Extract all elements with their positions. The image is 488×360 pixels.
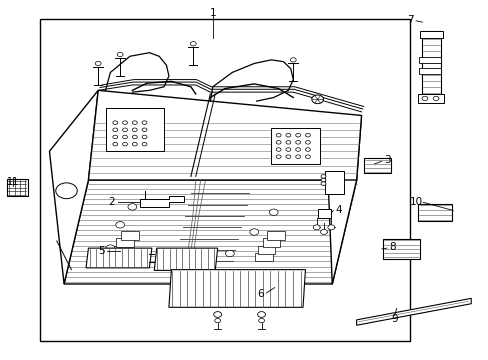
Circle shape xyxy=(190,41,196,46)
Circle shape xyxy=(321,178,325,182)
Text: 5: 5 xyxy=(98,246,105,256)
Circle shape xyxy=(285,134,290,137)
Text: 1: 1 xyxy=(209,8,216,18)
Circle shape xyxy=(132,121,137,125)
Circle shape xyxy=(142,142,147,146)
Circle shape xyxy=(225,250,234,257)
Bar xyxy=(7,179,27,197)
Circle shape xyxy=(305,155,310,158)
Circle shape xyxy=(321,182,325,185)
Circle shape xyxy=(285,140,290,144)
Circle shape xyxy=(132,135,137,139)
Circle shape xyxy=(95,61,101,66)
Bar xyxy=(422,31,440,101)
Circle shape xyxy=(117,52,123,57)
Bar xyxy=(418,68,440,74)
Circle shape xyxy=(113,128,118,132)
Bar xyxy=(104,253,122,261)
Text: 11: 11 xyxy=(7,177,19,187)
Bar xyxy=(363,158,390,173)
Circle shape xyxy=(269,209,278,216)
Bar xyxy=(325,171,344,194)
Bar xyxy=(267,231,285,240)
Circle shape xyxy=(295,148,300,151)
Circle shape xyxy=(276,134,281,137)
Circle shape xyxy=(106,245,115,251)
Polygon shape xyxy=(327,116,361,284)
Circle shape xyxy=(214,319,220,323)
Bar xyxy=(417,94,444,103)
Text: 10: 10 xyxy=(409,197,422,207)
Bar xyxy=(40,19,409,341)
Circle shape xyxy=(122,128,127,132)
Bar xyxy=(317,209,330,218)
Circle shape xyxy=(432,96,438,100)
Circle shape xyxy=(122,142,127,146)
Circle shape xyxy=(113,142,118,146)
Circle shape xyxy=(320,229,327,234)
Circle shape xyxy=(122,135,127,139)
Circle shape xyxy=(249,229,258,235)
Circle shape xyxy=(56,183,77,199)
Bar xyxy=(419,31,443,39)
Circle shape xyxy=(313,225,320,230)
Bar xyxy=(121,231,139,240)
Circle shape xyxy=(122,121,127,125)
Circle shape xyxy=(290,58,296,62)
Circle shape xyxy=(257,312,265,318)
Circle shape xyxy=(142,121,147,125)
Circle shape xyxy=(295,134,300,137)
Circle shape xyxy=(285,148,290,151)
Circle shape xyxy=(305,148,310,151)
Circle shape xyxy=(128,204,137,210)
Text: 3: 3 xyxy=(383,155,390,165)
Circle shape xyxy=(421,96,427,100)
Circle shape xyxy=(276,140,281,144)
Text: 6: 6 xyxy=(257,289,264,299)
Text: 4: 4 xyxy=(335,206,342,216)
Polygon shape xyxy=(49,90,98,284)
Circle shape xyxy=(113,121,118,125)
Circle shape xyxy=(327,225,334,230)
Circle shape xyxy=(258,319,264,323)
Bar xyxy=(257,246,275,254)
Circle shape xyxy=(276,148,281,151)
Text: 2: 2 xyxy=(108,197,115,207)
Circle shape xyxy=(132,142,137,146)
Text: 9: 9 xyxy=(390,314,397,324)
Circle shape xyxy=(295,140,300,144)
Bar xyxy=(271,128,320,164)
Circle shape xyxy=(305,140,310,144)
Circle shape xyxy=(321,175,325,178)
Polygon shape xyxy=(140,196,183,207)
Circle shape xyxy=(305,134,310,137)
Circle shape xyxy=(311,95,323,104)
Circle shape xyxy=(113,135,118,139)
Bar xyxy=(105,108,163,151)
Circle shape xyxy=(295,155,300,158)
Bar xyxy=(417,204,451,221)
Polygon shape xyxy=(88,90,361,180)
Bar xyxy=(116,238,134,247)
Polygon shape xyxy=(356,298,470,325)
Circle shape xyxy=(142,135,147,139)
Circle shape xyxy=(142,128,147,132)
Polygon shape xyxy=(168,270,305,307)
Text: 7: 7 xyxy=(406,15,413,25)
Circle shape xyxy=(213,312,221,318)
Text: 8: 8 xyxy=(388,242,395,252)
Polygon shape xyxy=(86,248,152,268)
Circle shape xyxy=(276,155,281,158)
Circle shape xyxy=(285,155,290,158)
Bar xyxy=(262,238,280,247)
Polygon shape xyxy=(64,180,356,284)
Bar xyxy=(111,246,129,254)
Bar xyxy=(418,57,440,63)
Circle shape xyxy=(132,128,137,132)
Bar xyxy=(383,239,419,259)
Circle shape xyxy=(116,222,124,228)
Bar xyxy=(255,253,272,261)
Polygon shape xyxy=(154,248,217,270)
